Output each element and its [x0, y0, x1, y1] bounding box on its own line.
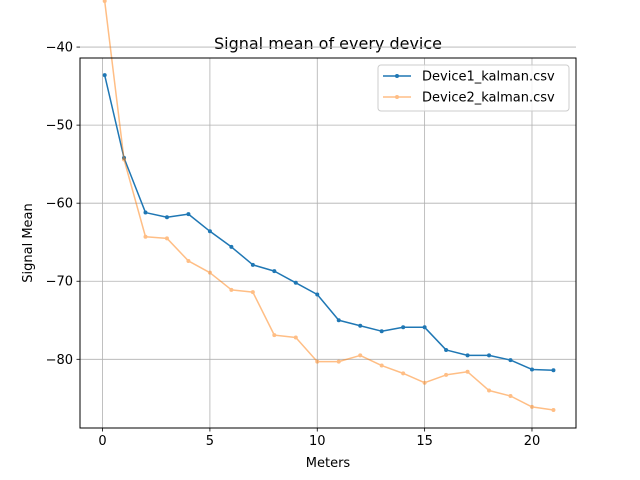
data-point: [272, 269, 277, 274]
series-2: [102, 0, 556, 413]
data-point: [487, 353, 492, 358]
y-tick-label: −80: [46, 353, 73, 368]
y-tick-label: −40: [46, 41, 73, 56]
data-point: [336, 318, 341, 323]
data-point: [422, 380, 427, 385]
chart-title: Signal mean of every device: [214, 34, 442, 53]
x-tick-label: 0: [98, 434, 106, 449]
data-point: [207, 270, 212, 275]
data-point: [508, 393, 513, 398]
plot-frame: [79, 57, 577, 429]
grid-lines: [80, 46, 576, 428]
y-axis-title: Signal Mean: [21, 203, 36, 283]
x-tick-label: 5: [206, 434, 214, 449]
data-point: [229, 287, 234, 292]
data-point: [250, 262, 255, 267]
x-tick-label: 15: [416, 434, 433, 449]
data-point: [122, 157, 127, 162]
data-point: [164, 215, 169, 220]
data-point: [229, 244, 234, 249]
data-point: [422, 325, 427, 330]
data-point: [444, 372, 449, 377]
data-point: [143, 210, 148, 215]
data-point: [529, 404, 534, 409]
data-point: [250, 290, 255, 295]
axis-ticks: 0 5 10 15 20 −80 −70 −60 −50 −40: [46, 41, 541, 449]
series-group: [102, 0, 556, 413]
data-point: [379, 329, 384, 334]
data-point: [465, 369, 470, 374]
data-point: [186, 258, 191, 263]
series-1-line: [103, 74, 554, 371]
data-point: [102, 0, 107, 4]
data-point: [207, 229, 212, 234]
data-point: [315, 359, 320, 364]
data-point: [358, 353, 363, 358]
data-point: [164, 236, 169, 241]
y-tick-label: −50: [46, 119, 73, 134]
y-tick-label: −60: [46, 197, 73, 212]
legend-label: Device1_kalman.csv: [422, 70, 555, 85]
data-point: [508, 358, 513, 363]
legend-entry-1: Device1_kalman.csv: [383, 70, 555, 85]
legend-entry-2: Device2_kalman.csv: [383, 91, 555, 106]
series-1: [102, 73, 556, 373]
data-point: [529, 367, 534, 372]
data-point: [186, 212, 191, 217]
data-point: [551, 368, 556, 373]
data-point: [379, 363, 384, 368]
series-2-line: [103, 0, 554, 411]
data-point: [401, 371, 406, 376]
data-point: [272, 333, 277, 338]
data-point: [102, 73, 107, 78]
data-point: [358, 323, 363, 328]
data-point: [293, 280, 298, 285]
data-point: [293, 335, 298, 340]
x-tick-label: 10: [309, 434, 326, 449]
legend: Device1_kalman.csv Device2_kalman.csv: [377, 64, 570, 112]
data-point: [487, 388, 492, 393]
data-point: [551, 408, 556, 413]
data-point: [336, 359, 341, 364]
legend-swatch: [383, 95, 411, 99]
x-axis-title: Meters: [306, 456, 351, 471]
legend-swatch: [383, 74, 411, 78]
legend-label: Device2_kalman.csv: [422, 91, 555, 106]
data-point: [465, 353, 470, 358]
data-point: [401, 325, 406, 330]
data-point: [444, 347, 449, 352]
data-point: [143, 234, 148, 239]
data-point: [315, 292, 320, 297]
legend-box: [377, 64, 570, 112]
x-tick-label: 20: [524, 434, 541, 449]
y-tick-label: −70: [46, 275, 73, 290]
